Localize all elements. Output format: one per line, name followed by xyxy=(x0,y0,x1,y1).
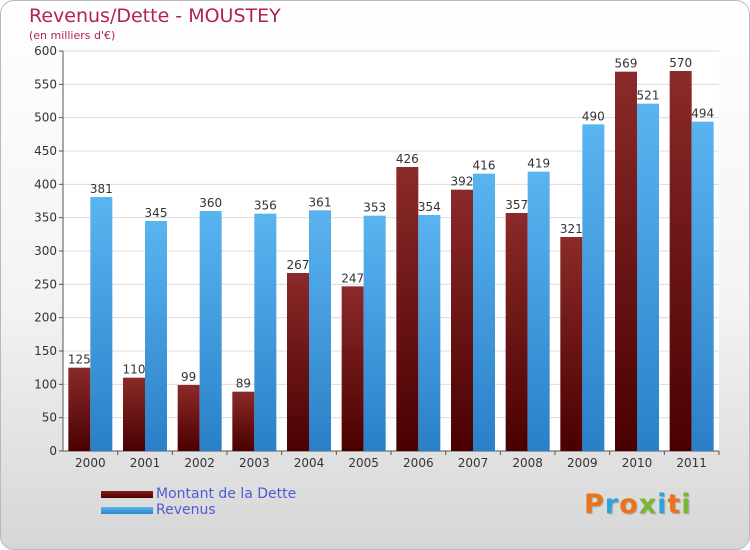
x-tick-label: 2000 xyxy=(75,456,106,470)
y-tick-label: 300 xyxy=(34,244,57,258)
legend-label-revenus: Revenus xyxy=(156,502,216,518)
data-label-debt: 570 xyxy=(669,56,692,70)
x-tick-label: 2007 xyxy=(458,456,489,470)
data-label-debt: 321 xyxy=(560,222,583,236)
bar-revenus xyxy=(418,215,441,451)
data-label-revenus: 353 xyxy=(363,201,386,215)
y-tick-label: 50 xyxy=(42,411,57,425)
x-tick-label: 2006 xyxy=(403,456,434,470)
data-label-revenus: 490 xyxy=(582,109,605,123)
bar-debt xyxy=(451,189,473,451)
bar-debt xyxy=(560,237,583,451)
x-tick-label: 2002 xyxy=(184,456,215,470)
bar-revenus xyxy=(637,103,659,452)
y-tick-label: 0 xyxy=(49,444,57,458)
data-label-revenus: 356 xyxy=(254,199,277,213)
data-label-debt: 125 xyxy=(68,353,91,367)
legend-swatch-revenus xyxy=(101,507,153,514)
data-label-debt: 89 xyxy=(236,377,251,391)
bar-debt xyxy=(177,385,200,451)
data-label-revenus: 416 xyxy=(473,159,496,173)
data-label-revenus: 361 xyxy=(309,195,332,209)
data-label-revenus: 521 xyxy=(637,89,660,103)
x-tick-label: 2004 xyxy=(294,456,325,470)
proxiti-logo: Proxiti xyxy=(584,489,692,520)
y-tick-label: 150 xyxy=(34,344,57,358)
y-tick-label: 100 xyxy=(34,377,57,391)
bar-debt xyxy=(287,273,309,451)
data-label-debt: 569 xyxy=(615,57,638,71)
y-tick-label: 550 xyxy=(34,77,57,91)
bar-revenus xyxy=(363,215,386,451)
bar-revenus xyxy=(145,221,167,451)
data-label-debt: 247 xyxy=(341,271,364,285)
bar-revenus xyxy=(582,124,605,451)
legend-swatch-debt xyxy=(101,491,153,498)
bar-revenus xyxy=(309,210,331,451)
y-tick-label: 200 xyxy=(34,311,57,325)
bar-revenus xyxy=(199,211,222,451)
chart-subtitle: (en milliers d'€) xyxy=(29,29,116,42)
data-label-debt: 99 xyxy=(181,370,196,384)
x-tick-label: 2009 xyxy=(567,456,598,470)
data-label-debt: 426 xyxy=(396,152,419,166)
bar-revenus xyxy=(90,197,113,451)
bar-revenus xyxy=(254,213,277,451)
bar-debt xyxy=(669,71,692,451)
y-tick-label: 600 xyxy=(34,44,57,58)
bar-debt xyxy=(341,286,364,451)
y-tick-label: 450 xyxy=(34,144,57,158)
data-label-debt: 267 xyxy=(287,258,310,272)
bar-revenus xyxy=(473,173,495,451)
x-tick-label: 2008 xyxy=(512,456,543,470)
bar-debt xyxy=(123,377,145,451)
data-label-revenus: 419 xyxy=(527,157,550,171)
y-tick-label: 250 xyxy=(34,277,57,291)
bar-debt xyxy=(615,71,637,452)
x-tick-label: 2010 xyxy=(622,456,653,470)
y-tick-label: 350 xyxy=(34,211,57,225)
data-label-debt: 357 xyxy=(505,198,528,212)
bar-debt xyxy=(396,167,419,451)
x-tick-label: 2005 xyxy=(348,456,379,470)
data-label-revenus: 354 xyxy=(418,200,441,214)
bar-debt xyxy=(68,367,91,451)
data-label-revenus: 360 xyxy=(199,196,222,210)
legend-label-debt: Montant de la Dette xyxy=(156,486,297,502)
bar-revenus xyxy=(691,121,714,452)
data-label-debt: 392 xyxy=(451,175,474,189)
bar-revenus xyxy=(527,171,550,451)
x-tick-label: 2001 xyxy=(130,456,161,470)
bar-debt xyxy=(232,391,255,451)
bar-debt xyxy=(505,213,528,451)
data-label-revenus: 345 xyxy=(145,206,168,220)
y-tick-label: 400 xyxy=(34,177,57,191)
x-tick-label: 2003 xyxy=(239,456,270,470)
data-label-debt: 110 xyxy=(123,363,146,377)
y-tick-label: 500 xyxy=(34,111,57,125)
chart-title: Revenus/Dette - MOUSTEY xyxy=(29,5,281,27)
data-label-revenus: 494 xyxy=(691,107,714,121)
data-label-revenus: 381 xyxy=(90,182,113,196)
x-tick-label: 2011 xyxy=(676,456,707,470)
